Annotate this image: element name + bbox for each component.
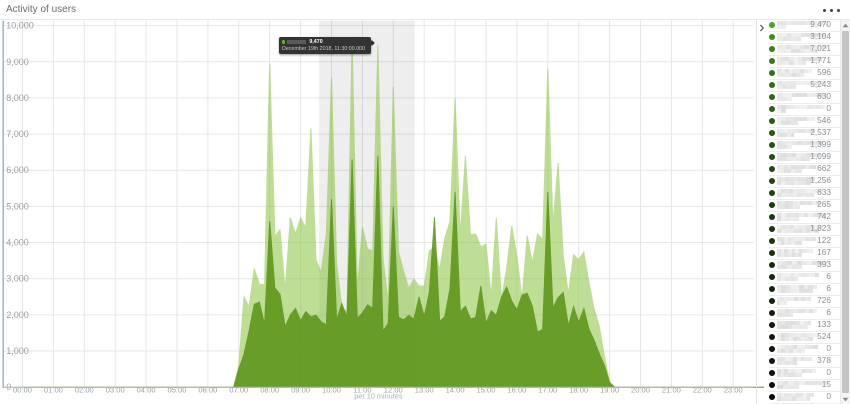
svg-text:9,000: 9,000 <box>6 57 29 67</box>
svg-text:per 10 minutes: per 10 minutes <box>354 392 403 401</box>
svg-text:1,000: 1,000 <box>6 346 29 356</box>
svg-text:5,000: 5,000 <box>6 201 29 211</box>
svg-text:10,000: 10,000 <box>6 21 34 31</box>
svg-text:6,000: 6,000 <box>6 165 29 175</box>
svg-text:2,000: 2,000 <box>6 310 29 320</box>
svg-text:7,000: 7,000 <box>6 129 29 139</box>
svg-text:8,000: 8,000 <box>6 93 29 103</box>
svg-text:4,000: 4,000 <box>6 238 29 248</box>
svg-text:3,000: 3,000 <box>6 274 29 284</box>
